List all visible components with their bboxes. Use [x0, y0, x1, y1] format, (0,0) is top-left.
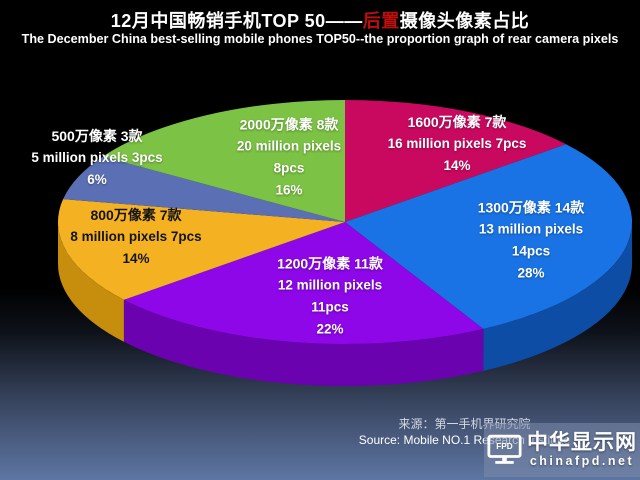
pie-slice-16mp [345, 100, 567, 222]
monitor-icon: FPD [487, 434, 522, 464]
watermark-text: 中华显示网 chinafpd.net [527, 431, 637, 469]
page-subtitle: The December China best-selling mobile p… [21, 32, 619, 46]
label-8mp-pct: 14% [122, 251, 150, 267]
label-5mp-en: 5 million pixels 3pcs [31, 150, 163, 166]
label-13mp-pct: 28% [517, 264, 545, 280]
watermark-site-name: 中华显示网 [527, 430, 637, 454]
label-13mp: 1300万像素 14款 13 million pixels 14pcs 28% [478, 196, 585, 283]
label-20mp-pct: 16% [275, 181, 303, 197]
pie-slice-8mp [57, 199, 346, 300]
label-12mp-pct: 22% [316, 320, 344, 336]
label-8mp: 800万像素 7款 8 million pixels 7pcs 14% [70, 204, 201, 270]
label-5mp: 500万像素 3款 5 million pixels 3pcs 6% [31, 125, 162, 191]
label-13mp-en: 13 million pixels [478, 221, 584, 237]
pie-wall-8mp [57, 222, 124, 342]
label-12mp-en: 12 million pixels [277, 277, 383, 293]
label-12mp: 1200万像素 11款 12 million pixels 11pcs 22% [277, 252, 383, 339]
label-8mp-en: 8 million pixels 7pcs [70, 229, 202, 245]
label-20mp: 2000万像素 8款 20 million pixels 8pcs 16% [237, 113, 341, 200]
title-highlight: 后置 [362, 11, 400, 31]
label-12mp-pcs: 11pcs [311, 299, 349, 315]
watermark-site-url: chinafpd.net [529, 454, 635, 469]
title-part1: 12月中国畅销手机TOP 50—— [110, 11, 363, 31]
label-5mp-cn: 500万像素 3款 [51, 128, 143, 145]
label-16mp-cn: 1600万像素 7款 [407, 114, 507, 131]
pie-wall-12mp [123, 299, 484, 387]
watermark: FPD 中华显示网 chinafpd.net [484, 423, 640, 477]
label-5mp-pct: 6% [87, 172, 107, 188]
label-16mp-pct: 14% [443, 158, 471, 174]
label-16mp-en: 16 million pixels 7pcs [387, 136, 527, 152]
title-part2: 摄像头像素占比 [399, 11, 530, 31]
monitor-icon-label: FPD [496, 442, 513, 451]
label-8mp-cn: 800万像素 7款 [90, 207, 182, 224]
label-20mp-pcs: 8pcs [273, 160, 305, 176]
pie-wall-13mp [483, 222, 632, 371]
pie-slice-20mp [102, 100, 345, 222]
label-20mp-cn: 2000万像素 8款 [239, 116, 339, 133]
pie-slice-5mp [63, 156, 345, 222]
label-20mp-en: 20 million pixels [236, 138, 342, 154]
pie-slice-13mp [345, 144, 633, 329]
label-13mp-cn: 1300万像素 14款 [477, 199, 585, 216]
label-16mp: 1600万像素 7款 16 million pixels 7pcs 14% [388, 111, 527, 177]
label-12mp-cn: 1200万像素 11款 [277, 255, 383, 272]
label-13mp-pcs: 14pcs [511, 243, 551, 259]
pie-slice-12mp [123, 222, 484, 345]
page-title: 12月中国畅销手机TOP 50——后置摄像头像素占比 [0, 7, 640, 33]
